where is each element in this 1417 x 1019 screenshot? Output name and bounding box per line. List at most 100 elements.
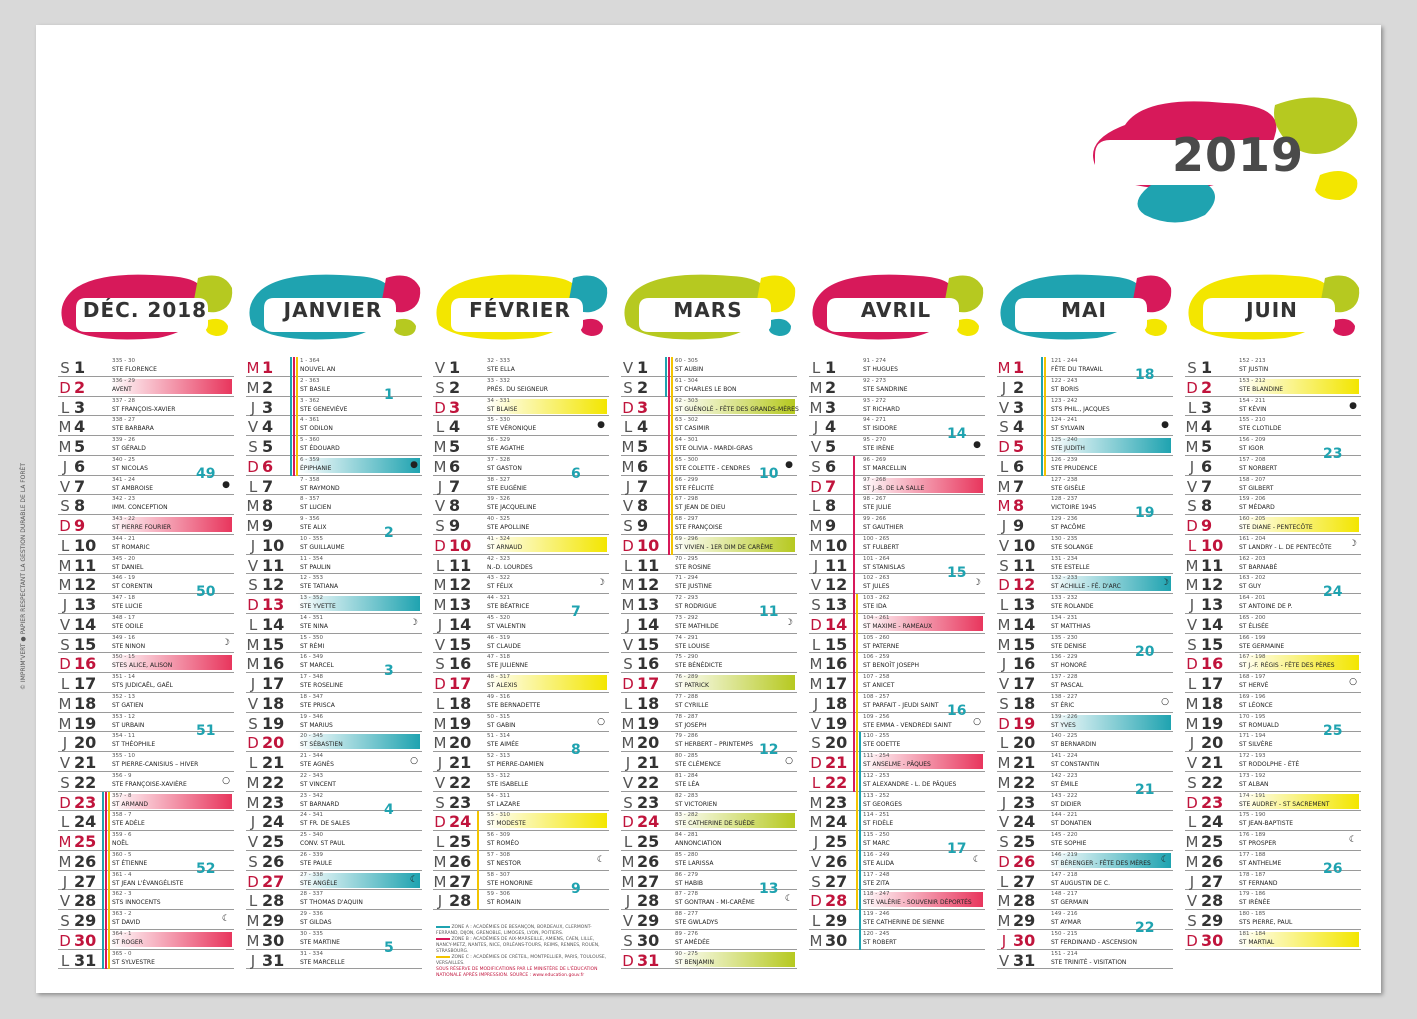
weekday-letter: L bbox=[60, 536, 70, 555]
zone-b-text: ZONE B : ACADÉMIES DE AIX-MARSEILLE, AMI… bbox=[436, 937, 600, 954]
day-of-year: 143 - 222 bbox=[1051, 792, 1078, 799]
day-highlight bbox=[673, 813, 795, 829]
day-row: M 13 44 - 321 STE BÉATRICE bbox=[433, 594, 609, 614]
week-number: 20 bbox=[1135, 643, 1155, 660]
moon-phase-icon: ○ bbox=[785, 756, 793, 766]
saint-name: STE ALIX bbox=[300, 524, 327, 531]
weekday-letter: S bbox=[811, 596, 821, 614]
day-number: 4 bbox=[1013, 417, 1025, 437]
saint-name: STE ELLA bbox=[487, 366, 515, 373]
day-row: M 24 114 - 251 ST FIDÈLE bbox=[809, 811, 985, 831]
weekday-letter: J bbox=[62, 596, 68, 614]
week-number: 12 bbox=[759, 742, 779, 759]
day-of-year: 156 - 209 bbox=[1239, 437, 1266, 443]
saint-name: ST PACÔME bbox=[1051, 524, 1086, 531]
week-number: 50 bbox=[196, 584, 216, 601]
day-row: D 23 174 - 191 STE AUDREY - ST SACREMENT bbox=[1185, 792, 1361, 812]
day-number: 3 bbox=[825, 397, 837, 417]
weekday-letter: M bbox=[58, 438, 72, 456]
saint-name: STS PIERRE, PAUL bbox=[1239, 919, 1293, 926]
day-highlight bbox=[110, 655, 232, 671]
saint-name: ST FULBERT bbox=[863, 543, 899, 551]
weekday-letter: V bbox=[1186, 615, 1198, 634]
day-of-year: 36 - 329 bbox=[487, 437, 510, 443]
day-row: V 7 341 - 24 ST AMBROISE ● bbox=[58, 476, 234, 496]
weekday-letter: M bbox=[997, 477, 1011, 496]
saint-name: ST GEORGES bbox=[863, 800, 902, 808]
saint-name: ST SÉBASTIEN bbox=[300, 741, 343, 749]
weekday-letter: V bbox=[1186, 754, 1198, 772]
weekday-letter: M bbox=[1185, 576, 1199, 595]
day-of-year: 121 - 244 bbox=[1051, 358, 1078, 364]
day-number: 15 bbox=[637, 634, 660, 654]
day-number: 3 bbox=[449, 397, 461, 417]
day-of-year: 151 - 214 bbox=[1051, 950, 1078, 957]
day-row: L 14 14 - 351 STE NINA ☽ bbox=[246, 614, 422, 634]
day-row: S 15 349 - 16 STE NINON ☽ bbox=[58, 634, 234, 654]
day-number: 5 bbox=[1201, 437, 1213, 456]
day-number: 23 bbox=[74, 792, 97, 812]
day-row: D 21 111 - 254 ST ANSELME - PÂQUES bbox=[809, 752, 985, 772]
day-row: S 9 68 - 297 STE FRANÇOISE bbox=[621, 515, 797, 535]
day-number: 11 bbox=[1013, 555, 1036, 575]
weekday-letter: D bbox=[434, 398, 446, 417]
weekday-letter: J bbox=[813, 556, 819, 575]
day-row: D 19 139 - 226 ST YVES bbox=[997, 713, 1173, 733]
weekday-letter: J bbox=[62, 734, 68, 753]
day-number: 2 bbox=[262, 377, 274, 397]
day-number: 20 bbox=[74, 733, 97, 753]
weekday-letter: V bbox=[622, 497, 634, 516]
moon-phase-icon: ● bbox=[1161, 420, 1169, 431]
day-row: V 1 32 - 333 STE ELLA bbox=[433, 357, 609, 377]
saint-name: STE ANGÈLE bbox=[300, 879, 338, 887]
day-of-year: 138 - 227 bbox=[1051, 693, 1078, 700]
weekday-letter: S bbox=[60, 635, 70, 654]
saint-name: NOUVEL AN bbox=[300, 366, 336, 373]
day-number: 11 bbox=[825, 555, 848, 575]
weekday-letter: S bbox=[1187, 912, 1197, 930]
day-row: L 21 21 - 344 STE AGNÈS ○ bbox=[246, 752, 422, 772]
saint-name: ST GUY bbox=[1239, 583, 1262, 591]
day-number: 23 bbox=[449, 792, 472, 812]
day-number: 26 bbox=[1201, 851, 1224, 871]
saint-name: N.-D. LOURDES bbox=[487, 563, 533, 571]
weekday-letter: M bbox=[433, 734, 447, 753]
school-holiday-bar bbox=[665, 357, 667, 397]
day-highlight bbox=[485, 675, 607, 690]
moon-phase-icon: ☽ bbox=[1160, 578, 1169, 589]
day-list: V 1 32 - 333 STE ELLA S 2 33 - 332 PRÉS. DU SEI… bbox=[433, 357, 609, 910]
day-row: V 19 109 - 256 STE EMMA - VENDREDI SAINT ○ bbox=[809, 713, 985, 733]
moon-phase-icon: ☽ bbox=[784, 617, 793, 628]
day-number: 30 bbox=[1013, 930, 1036, 950]
day-row: S 27 117 - 248 STE ZITA bbox=[809, 871, 985, 891]
day-of-year: 68 - 297 bbox=[675, 516, 698, 522]
day-row: J 13 347 - 18 STE LUCIE bbox=[58, 594, 234, 614]
day-of-year: 94 - 271 bbox=[863, 417, 886, 424]
day-of-year: 98 - 267 bbox=[863, 496, 886, 503]
zone-c-swatch bbox=[436, 955, 450, 958]
day-of-year: 72 - 293 bbox=[675, 595, 698, 601]
day-row: D 26 146 - 219 ST BÉRENGER - FÊTE DES MÈRES… bbox=[997, 851, 1173, 871]
saint-name: STE TRINITÉ - VISITATION bbox=[1051, 958, 1127, 966]
day-of-year: 82 - 283 bbox=[675, 792, 698, 799]
day-row: M 19 170 - 195 ST ROMUALD bbox=[1185, 713, 1361, 733]
day-row: S 13 103 - 262 STE IDA bbox=[809, 594, 985, 614]
day-number: 31 bbox=[637, 950, 660, 970]
weekday-letter: M bbox=[621, 438, 635, 456]
day-row: S 30 89 - 276 ST AMÉDÉE bbox=[621, 930, 797, 950]
saint-name: PRÉS. DU SEIGNEUR bbox=[487, 385, 548, 393]
day-row: V 7 158 - 207 ST GILBERT bbox=[1185, 476, 1361, 496]
saint-name: ST HONORÉ bbox=[1051, 662, 1087, 670]
saint-name: ST GILDAS bbox=[300, 919, 332, 926]
weekday-letter: V bbox=[59, 754, 71, 772]
day-of-year: 106 - 259 bbox=[863, 654, 890, 661]
day-row: L 10 344 - 21 ST ROMARIC bbox=[58, 535, 234, 555]
day-number: 6 bbox=[637, 456, 649, 476]
saint-name: ST NICOLAS bbox=[112, 464, 148, 472]
weekday-letter: D bbox=[1186, 378, 1198, 397]
weekday-letter: J bbox=[1001, 655, 1007, 674]
saint-name: ST GILBERT bbox=[1239, 484, 1274, 492]
month-column: AVRIL L 1 91 - 274 ST HUGUES M 2 92 - 273 STE SA… bbox=[809, 270, 985, 950]
day-of-year: 134 - 231 bbox=[1051, 614, 1078, 621]
